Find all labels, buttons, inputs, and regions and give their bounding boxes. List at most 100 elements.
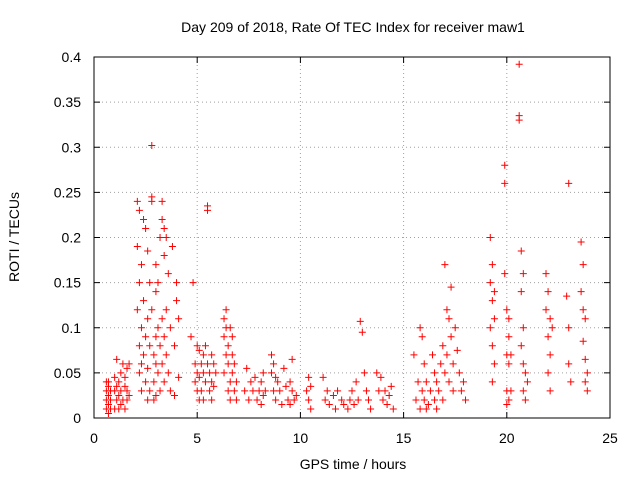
data-point bbox=[206, 369, 214, 377]
data-point bbox=[224, 342, 232, 350]
data-point bbox=[431, 369, 439, 377]
data-point bbox=[160, 333, 168, 341]
data-point bbox=[486, 279, 494, 287]
data-point bbox=[224, 360, 232, 368]
data-point bbox=[104, 400, 112, 408]
data-point bbox=[113, 355, 121, 363]
data-point bbox=[197, 387, 205, 395]
data-point bbox=[428, 351, 436, 359]
data-point bbox=[383, 400, 391, 408]
data-point bbox=[170, 342, 178, 350]
x-tick-label: 15 bbox=[396, 430, 412, 446]
data-point bbox=[519, 270, 527, 278]
data-point bbox=[268, 351, 276, 359]
data-point bbox=[548, 324, 556, 332]
data-point bbox=[581, 355, 589, 363]
data-point bbox=[290, 396, 298, 404]
data-point bbox=[577, 288, 585, 296]
data-point bbox=[439, 342, 447, 350]
data-point bbox=[329, 391, 337, 399]
data-point bbox=[121, 373, 129, 381]
data-point bbox=[152, 360, 160, 368]
data-point bbox=[503, 400, 511, 408]
data-point bbox=[422, 378, 430, 386]
data-point bbox=[113, 396, 121, 404]
data-point bbox=[156, 234, 164, 241]
data-point bbox=[577, 238, 585, 246]
data-point bbox=[193, 369, 201, 377]
data-point bbox=[447, 333, 455, 341]
data-point bbox=[148, 197, 156, 205]
data-point bbox=[286, 378, 294, 386]
data-point bbox=[121, 382, 129, 390]
y-tick-label: 0.25 bbox=[54, 184, 81, 200]
data-point bbox=[579, 306, 587, 314]
data-point bbox=[331, 405, 339, 413]
data-point bbox=[488, 342, 496, 350]
y-tick-label: 0 bbox=[73, 410, 81, 426]
data-point bbox=[164, 369, 172, 377]
data-point bbox=[447, 283, 455, 291]
data-point bbox=[115, 378, 123, 386]
data-point bbox=[426, 387, 434, 395]
data-point bbox=[459, 378, 467, 386]
data-point bbox=[226, 378, 234, 386]
data-point bbox=[490, 315, 498, 323]
data-point bbox=[544, 288, 552, 296]
data-point bbox=[581, 378, 589, 386]
data-point bbox=[226, 324, 234, 332]
data-point bbox=[119, 360, 127, 368]
data-point bbox=[288, 355, 296, 363]
data-point bbox=[462, 396, 470, 404]
data-point bbox=[261, 387, 269, 395]
data-point bbox=[412, 396, 420, 404]
data-point bbox=[156, 387, 164, 395]
x-tick-label: 5 bbox=[193, 430, 201, 446]
data-point bbox=[420, 396, 428, 404]
data-point bbox=[360, 369, 368, 377]
data-point bbox=[230, 387, 238, 395]
data-point bbox=[321, 396, 329, 404]
data-point bbox=[199, 351, 207, 359]
data-point bbox=[204, 206, 212, 214]
data-point bbox=[173, 279, 181, 287]
data-point bbox=[135, 279, 143, 287]
data-point bbox=[255, 387, 263, 395]
data-point bbox=[542, 270, 550, 278]
data-point bbox=[208, 396, 216, 404]
data-point bbox=[344, 405, 352, 413]
data-point bbox=[282, 382, 290, 390]
data-point bbox=[358, 328, 366, 336]
data-point bbox=[546, 315, 554, 323]
data-point bbox=[220, 369, 228, 377]
data-point bbox=[488, 261, 496, 269]
data-point bbox=[199, 396, 207, 404]
data-point bbox=[445, 378, 453, 386]
data-point bbox=[437, 360, 445, 368]
data-point bbox=[338, 396, 346, 404]
data-point bbox=[107, 396, 115, 404]
x-tick-label: 20 bbox=[499, 430, 515, 446]
data-point bbox=[247, 378, 255, 386]
x-axis-label: GPS time / hours bbox=[300, 456, 407, 472]
data-point bbox=[232, 378, 240, 386]
data-point bbox=[115, 391, 123, 399]
data-point bbox=[150, 351, 158, 359]
data-point bbox=[208, 378, 216, 386]
data-point bbox=[148, 141, 156, 149]
data-point bbox=[230, 360, 238, 368]
data-point bbox=[268, 369, 276, 377]
data-point bbox=[154, 324, 162, 332]
y-tick-label: 0.05 bbox=[54, 365, 81, 381]
data-point bbox=[453, 346, 461, 354]
data-point bbox=[486, 324, 494, 332]
data-point bbox=[144, 315, 152, 323]
data-point bbox=[144, 364, 152, 372]
data-point bbox=[160, 224, 168, 232]
data-point bbox=[418, 333, 426, 341]
data-point bbox=[276, 387, 284, 395]
data-point bbox=[140, 215, 148, 223]
data-point bbox=[137, 360, 145, 368]
data-point bbox=[449, 387, 457, 395]
data-point bbox=[191, 360, 199, 368]
